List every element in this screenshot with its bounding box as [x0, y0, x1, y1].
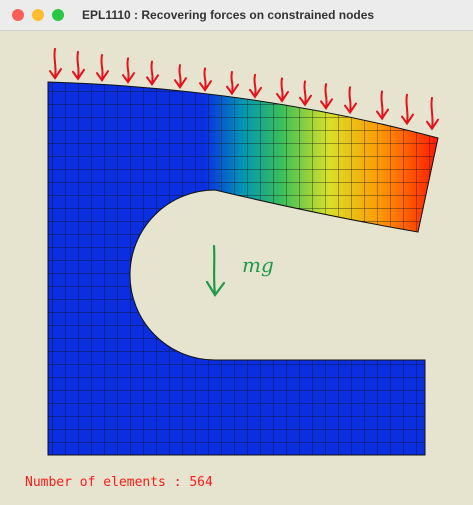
force-arrow	[50, 49, 61, 78]
force-arrow	[175, 65, 186, 87]
force-arrow	[147, 62, 158, 85]
force-arrow	[377, 91, 388, 118]
force-arrow	[250, 75, 261, 97]
arrow-shaft	[214, 246, 215, 294]
title-bar: EPL1110 : Recovering forces on constrain…	[0, 0, 473, 31]
force-arrow	[123, 58, 134, 82]
status-text: Number of elements : 564	[25, 475, 213, 490]
force-arrow	[97, 55, 108, 80]
zoom-button[interactable]	[52, 9, 64, 21]
minimize-button[interactable]	[32, 9, 44, 21]
force-arrow	[200, 68, 211, 90]
mesh-view: mg	[0, 31, 473, 471]
force-arrow	[402, 95, 413, 124]
force-arrow	[300, 81, 311, 104]
app-window: EPL1110 : Recovering forces on constrain…	[0, 0, 473, 505]
force-arrow	[345, 87, 356, 112]
close-button[interactable]	[12, 9, 24, 21]
force-arrow	[227, 72, 238, 94]
force-arrow	[277, 78, 288, 101]
force-arrow	[321, 84, 332, 108]
force-arrow	[427, 98, 438, 129]
weight-label: mg	[242, 253, 274, 277]
force-arrow	[73, 52, 84, 79]
window-title: EPL1110 : Recovering forces on constrain…	[82, 8, 374, 22]
weight-arrow	[207, 246, 224, 295]
